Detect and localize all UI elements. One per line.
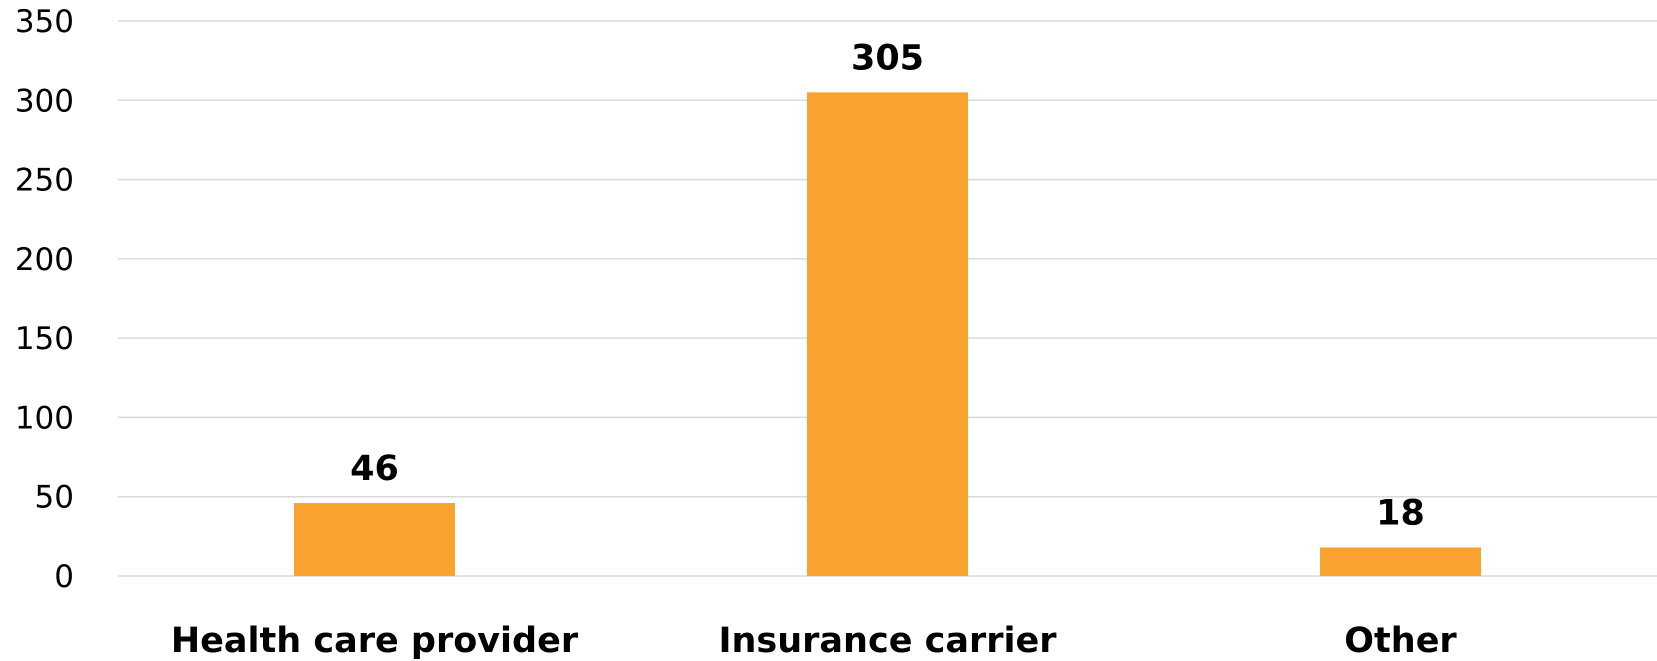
y-tick-label: 50 — [35, 480, 74, 516]
bar — [807, 92, 968, 576]
bar — [294, 503, 455, 576]
category-label: Insurance carrier — [718, 621, 1057, 661]
x-axis-categories: Health care provider Insurance carrier Oth… — [171, 621, 1458, 661]
y-axis-ticks: 0 50 100 150 200 250 300 350 — [15, 4, 74, 595]
y-tick-label: 300 — [15, 83, 74, 119]
y-tick-label: 250 — [15, 163, 74, 199]
y-tick-label: 150 — [15, 321, 74, 357]
data-label: 305 — [851, 38, 924, 78]
data-label: 18 — [1376, 493, 1425, 533]
data-label: 46 — [350, 449, 399, 489]
y-tick-label: 350 — [15, 4, 74, 40]
bar — [1320, 547, 1481, 576]
category-label: Health care provider — [171, 621, 579, 661]
category-label: Other — [1344, 621, 1457, 661]
data-labels: 46 305 18 — [350, 38, 1425, 533]
y-tick-label: 100 — [15, 400, 74, 436]
y-tick-label: 0 — [54, 559, 74, 595]
y-tick-label: 200 — [15, 242, 74, 278]
bars — [294, 92, 1481, 576]
